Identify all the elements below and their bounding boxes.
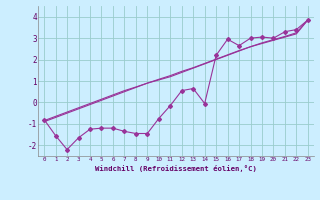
X-axis label: Windchill (Refroidissement éolien,°C): Windchill (Refroidissement éolien,°C)	[95, 165, 257, 172]
